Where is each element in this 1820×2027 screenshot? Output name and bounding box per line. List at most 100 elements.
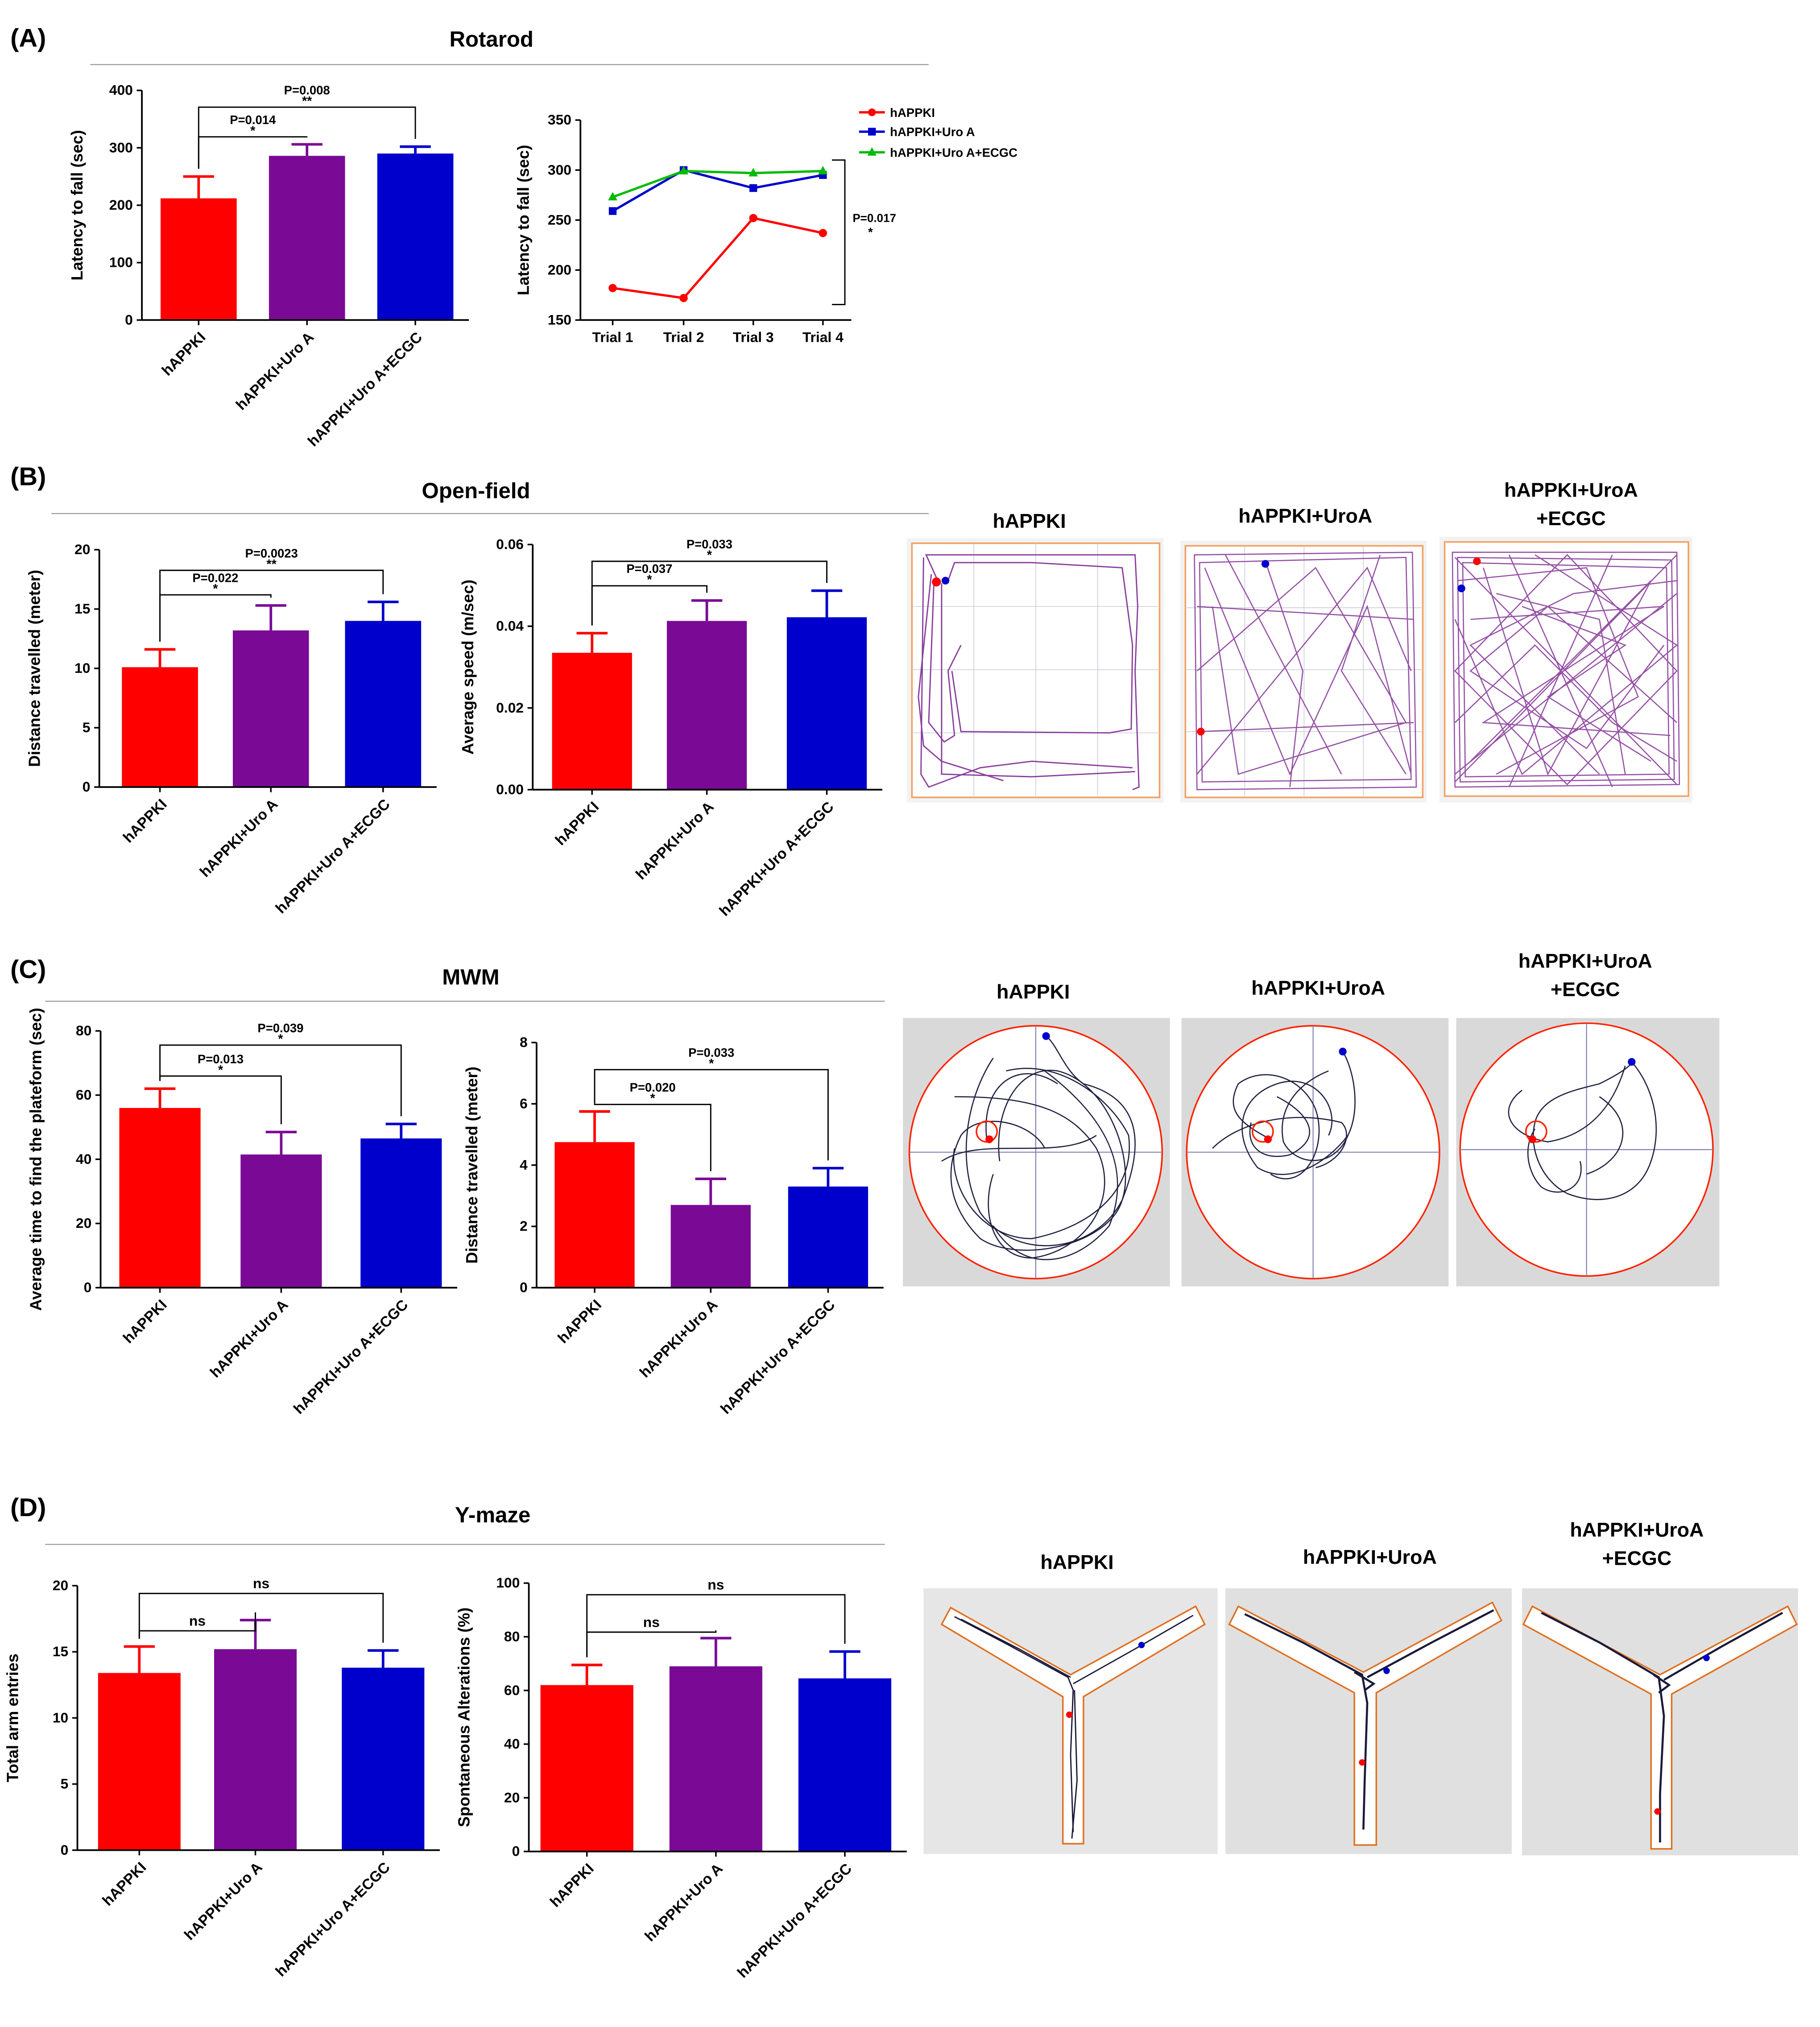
- bar-1: [214, 1649, 297, 1850]
- significance-stars: **: [266, 557, 277, 572]
- p-value-label: P=0.039: [257, 1021, 303, 1035]
- category-label: hAPPKI+Uro A+ECGC: [305, 329, 426, 450]
- y-tick-label: 10: [53, 1709, 68, 1725]
- y-tick-label: 20: [504, 1789, 520, 1805]
- y-axis-label: Spontaneous Alterations (%): [455, 1608, 473, 1827]
- y-tick-label: 0.02: [496, 700, 524, 716]
- significance-stars: *: [213, 582, 218, 596]
- category-label: hAPPKI+Uro A+ECGC: [717, 1297, 838, 1418]
- significance-bracket: [591, 585, 708, 626]
- bar-2: [798, 1678, 892, 1852]
- category-label: hAPPKI+Uro A+ECGC: [734, 1861, 855, 1981]
- openfield-track-happki: [906, 538, 1164, 803]
- y-tick-label: 100: [496, 1575, 520, 1591]
- bar-1: [666, 621, 747, 790]
- y-tick-label: 60: [76, 1087, 91, 1103]
- ymaze-track-happki: [923, 1588, 1218, 1854]
- category-label: hAPPKI+Uro A+ECGC: [273, 796, 393, 917]
- category-label: hAPPKI: [120, 1297, 170, 1347]
- data-point: [749, 184, 757, 192]
- y-tick-label: 10: [74, 660, 90, 676]
- data-point: [749, 214, 757, 222]
- y-tick-label: 20: [53, 1577, 68, 1593]
- p-value-label: P=0.020: [630, 1080, 676, 1094]
- bar-0: [554, 1142, 635, 1288]
- data-point: [749, 168, 758, 177]
- bar-2: [342, 1667, 425, 1850]
- category-label: hAPPKI+Uro A+ECGC: [716, 799, 837, 920]
- y-tick-label: 5: [83, 719, 91, 735]
- significance-bracket: [198, 106, 416, 169]
- y-tick-label: 300: [109, 139, 133, 155]
- chart-mwm-time: 0 20 40 60 80 Average time to find the platef…: [27, 1008, 458, 1418]
- legend-marker: [868, 108, 876, 116]
- p-value-label: P=0.0023: [245, 546, 298, 560]
- bar-0: [122, 667, 198, 788]
- significance-stars: *: [250, 124, 256, 138]
- mwm-title-ecgc-line2: +ECGC: [1551, 978, 1620, 1000]
- y-axis-label: Distance travelled (meter): [463, 1066, 481, 1264]
- category-label: Trial 2: [663, 329, 704, 345]
- ymaze-title-ecgc-line2: +ECGC: [1602, 1547, 1672, 1570]
- openfield-title-uroa: hAPPKI+UroA: [1238, 505, 1372, 527]
- y-tick-label: 200: [548, 261, 571, 278]
- significance-stars: *: [868, 225, 873, 239]
- category-label: Trial 4: [802, 329, 844, 345]
- ymaze-track-uroa: [1225, 1588, 1512, 1854]
- panel-label-d: (D): [10, 1493, 46, 1522]
- data-point: [608, 192, 617, 201]
- y-tick-label: 0: [520, 1279, 528, 1295]
- significance-stars: *: [707, 548, 712, 563]
- bar-0: [119, 1108, 201, 1288]
- bar-2: [345, 621, 422, 788]
- chart-rotarod-line: 150 200 250 300 350 Latency to fall (sec) Tria…: [514, 106, 1018, 345]
- significance-stars: *: [709, 1057, 714, 1071]
- significance-stars: **: [302, 94, 312, 108]
- mwm-track-happki: [903, 1018, 1170, 1287]
- y-tick-label: 15: [74, 601, 90, 617]
- p-value-label: P=0.022: [192, 571, 238, 584]
- y-tick-label: 0.00: [496, 781, 524, 797]
- data-point: [608, 284, 617, 292]
- bar-1: [669, 1666, 762, 1852]
- data-point: [679, 166, 688, 174]
- ymaze-track-ecgc: [1522, 1588, 1798, 1856]
- legend-marker: [867, 147, 877, 156]
- mwm-title-happki: hAPPKI: [997, 981, 1070, 1003]
- significance-bracket: [159, 569, 384, 642]
- bar-1: [269, 156, 345, 320]
- category-label: hAPPKI+Uro A: [207, 1297, 291, 1381]
- series-line-2: [612, 170, 823, 199]
- chart-rotarod-bar: 0 100 200 300 400 Latency to fall (sec) hAPPKI…: [68, 82, 469, 450]
- bar-1: [670, 1205, 751, 1288]
- p-value-label: ns: [189, 1613, 206, 1629]
- y-axis-label: Distance travelled (meter): [25, 570, 44, 767]
- chart-openfield-distance: 0 5 10 15 20 Distance travelled (meter) hAPPKI…: [25, 541, 437, 917]
- category-label: hAPPKI: [120, 796, 170, 846]
- mwm-track-uroa: [1181, 1018, 1449, 1287]
- y-tick-label: 400: [109, 82, 133, 98]
- bar-2: [360, 1138, 442, 1288]
- mwm-title-ecgc-line1: hAPPKI+UroA: [1518, 950, 1652, 972]
- category-label: Trial 1: [592, 329, 633, 345]
- p-value-label: P=0.033: [687, 537, 732, 551]
- y-tick-label: 0: [512, 1843, 520, 1859]
- significance-bracket: [138, 1592, 384, 1643]
- data-point: [818, 166, 828, 174]
- panel-title-d: Y-maze: [455, 1503, 530, 1527]
- chart-openfield-speed: 0.00 0.02 0.04 0.06 Average speed (m/sec) hAP…: [459, 536, 882, 920]
- category-label: hAPPKI: [159, 329, 209, 379]
- y-axis-label: Average time to find the plateform (sec): [27, 1008, 45, 1311]
- category-label: hAPPKI+Uro A: [197, 796, 281, 880]
- openfield-track-ecgc: [1439, 537, 1692, 803]
- y-tick-label: 40: [504, 1736, 520, 1752]
- p-value-label: P=0.014: [230, 113, 276, 127]
- y-tick-label: 200: [109, 197, 133, 213]
- category-label: hAPPKI+Uro A: [233, 329, 317, 413]
- openfield-title-happki: hAPPKI: [993, 510, 1066, 532]
- significance-bracket: [586, 1630, 717, 1658]
- y-tick-label: 0: [61, 1842, 69, 1858]
- data-point: [608, 207, 617, 215]
- panel-title-c: MWM: [442, 965, 499, 989]
- y-tick-label: 300: [548, 162, 571, 178]
